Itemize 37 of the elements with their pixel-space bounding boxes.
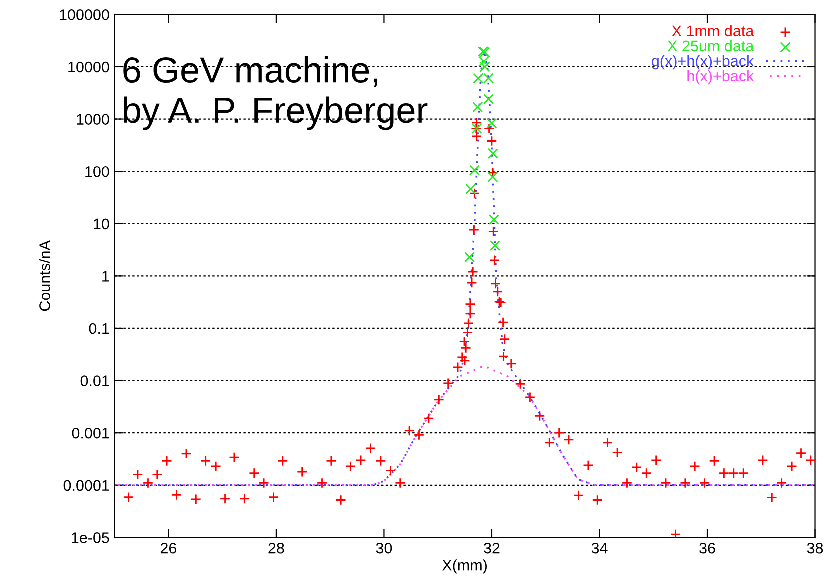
x-tick-label: 34: [592, 542, 608, 554]
y-axis-title: Counts/nA: [39, 240, 50, 312]
x-tick-label: 30: [376, 542, 392, 554]
y-tick-label: 10: [94, 218, 110, 230]
x-tick-label: 26: [160, 542, 177, 554]
y-tick-label: 1000: [77, 114, 110, 125]
point: [469, 165, 480, 176]
legend-label: h(x)+back: [688, 70, 754, 85]
x-tick-label: 28: [268, 542, 284, 554]
x-axis-title: X(mm): [442, 560, 487, 574]
point: [472, 102, 484, 113]
legend-label: g(x)+h(x)+back: [652, 55, 754, 70]
y-tick-label: 0.01: [80, 376, 110, 386]
legend-label: X 1mm data: [672, 25, 754, 37]
point: [488, 214, 500, 226]
point: [488, 148, 498, 160]
point: [480, 62, 490, 72]
point: [486, 118, 498, 129]
point: [490, 240, 501, 252]
point: [488, 172, 498, 183]
y-tick-label: 0.001: [72, 428, 110, 439]
y-tick-label: 1: [102, 271, 110, 282]
y-tick-label: 0.1: [89, 323, 110, 334]
y-tick-label: 1e-05: [72, 532, 110, 544]
point: [464, 252, 476, 263]
point: [483, 94, 494, 105]
annotation: 6 GeV machine, by A. P. Freyberger: [124, 56, 428, 130]
point: [466, 184, 476, 195]
point: [478, 56, 490, 68]
legend-label: X 25um data: [668, 40, 754, 52]
y-tick-label: 0.0001: [64, 480, 110, 492]
x-tick-label: 32: [484, 542, 500, 554]
y-tick-label: 100: [86, 166, 110, 178]
x-tick-label: 38: [807, 542, 824, 554]
y-tick-label: 10000: [68, 62, 110, 73]
x-tick-label: 36: [700, 542, 716, 554]
y-tick-label: 100000: [60, 10, 110, 20]
